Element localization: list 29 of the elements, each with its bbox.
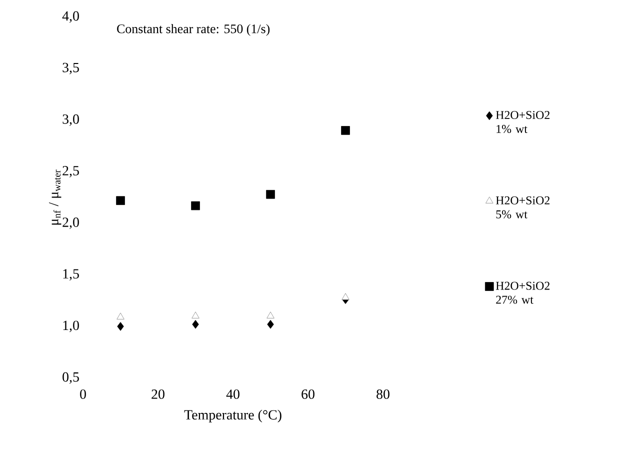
x-axis-title: Temperature (°C): [184, 410, 282, 422]
x-tick-label: 40: [226, 390, 240, 399]
y-tick-label: 3,5: [62, 62, 79, 74]
point: [266, 312, 274, 318]
y-tick-label: 1,5: [63, 269, 79, 281]
point: [266, 190, 275, 199]
y-tick-label: 3,0: [62, 114, 79, 126]
point: [267, 320, 274, 329]
y-tick-label: 4,0: [62, 11, 79, 23]
y-tick-label: 0,5: [62, 372, 79, 384]
legend-label: H2O+SiO2 27% wt: [496, 282, 550, 304]
x-tick-label: 0: [80, 390, 86, 399]
x-tick-label: 20: [152, 390, 164, 399]
point: [116, 196, 125, 205]
x-tick-label: 60: [302, 390, 314, 399]
point: [192, 320, 199, 329]
y-tick-label: 2,0: [62, 218, 79, 229]
y-tick-label: 1,0: [63, 320, 79, 332]
y-tick-label: 2,5: [62, 166, 79, 178]
legend-label: H2O+SiO2 5% wt: [496, 196, 550, 218]
point: [342, 293, 350, 300]
point: [192, 312, 200, 318]
y-axis-title: μ$_{nf}$ / μ$_{water}$: [49, 170, 62, 225]
annotation: Constant shear rate: 550 (1/s): [117, 24, 270, 36]
legend-label: H2O+SiO2 1% wt: [496, 110, 550, 134]
point: [191, 201, 200, 210]
point: [117, 322, 124, 331]
point: [341, 126, 350, 135]
x-tick-label: 80: [376, 390, 390, 399]
